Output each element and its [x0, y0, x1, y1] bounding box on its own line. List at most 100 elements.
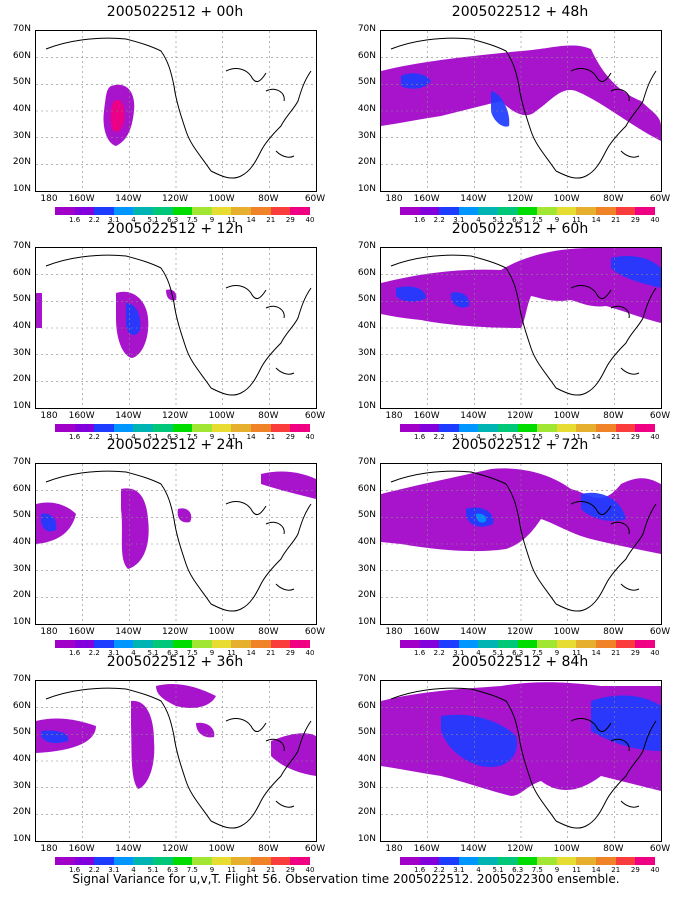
- lat-label: 60N: [12, 700, 31, 711]
- variance-contour: [110, 100, 125, 132]
- colorbar-label: 4: [476, 649, 481, 657]
- colorbar-label: 40: [305, 216, 315, 224]
- colorbar-label: 5.1: [147, 433, 159, 441]
- lon-label: 140W: [115, 194, 142, 204]
- colorbar-swatch: [192, 640, 212, 648]
- lon-label: 120W: [506, 411, 534, 421]
- colorbar-swatch: [517, 857, 538, 865]
- colorbar-swatch: [94, 207, 114, 215]
- colorbar-swatch: [596, 640, 616, 648]
- colorbar-swatch: [231, 640, 252, 648]
- map-panel: [380, 30, 662, 192]
- colorbar-swatch: [113, 424, 134, 432]
- variance-contour: [261, 471, 316, 499]
- lon-label: 180: [40, 627, 58, 637]
- panel-title: 2005022512 + 84h: [451, 654, 589, 670]
- colorbar-swatch: [251, 640, 271, 648]
- panel-title: 2005022512 + 12h: [106, 221, 244, 237]
- lon-label: 60W: [649, 844, 671, 854]
- lat-label: 30N: [12, 347, 31, 358]
- colorbar-label: 1.6: [69, 216, 81, 224]
- colorbar-swatch: [517, 424, 538, 432]
- colorbar: [55, 640, 310, 648]
- colorbar-swatch: [74, 640, 95, 648]
- colorbar-swatch: [251, 857, 271, 865]
- lat-label: 60N: [12, 483, 31, 494]
- lat-label: 60N: [12, 50, 31, 61]
- lat-label: 70N: [12, 241, 31, 251]
- colorbar-swatch: [537, 640, 557, 648]
- lat-label: 10N: [12, 184, 31, 194]
- map-canvas: [381, 248, 661, 408]
- lat-label: 30N: [12, 563, 31, 574]
- colorbar-swatch: [478, 424, 499, 432]
- colorbar-swatch: [153, 424, 173, 432]
- lon-label: 100W: [208, 194, 235, 204]
- variance-contour: [121, 488, 149, 569]
- lon-label: 120W: [506, 844, 534, 854]
- colorbar-swatch: [55, 857, 75, 865]
- lon-label: 60W: [304, 411, 326, 421]
- lon-label: 80W: [603, 194, 624, 204]
- colorbar-label: 6.3: [512, 866, 524, 874]
- map-panel: [380, 680, 662, 842]
- lon-label: 80W: [258, 627, 279, 637]
- lon-label: 140W: [460, 844, 487, 854]
- colorbar-label: 9: [554, 216, 560, 224]
- lon-label: 100W: [553, 844, 580, 854]
- colorbar-label: 5.1: [492, 433, 504, 441]
- lon-label: 140W: [115, 627, 142, 637]
- colorbar-swatch: [615, 857, 636, 865]
- colorbar-swatch: [153, 207, 173, 215]
- colorbar-swatch: [133, 424, 154, 432]
- colorbar-label: 40: [650, 433, 660, 441]
- colorbar-label: 7.5: [186, 649, 198, 657]
- lon-label: 60W: [304, 844, 326, 854]
- lon-label: 80W: [603, 844, 624, 854]
- colorbar-label: 11: [572, 433, 581, 441]
- lat-label: 10N: [357, 617, 376, 627]
- colorbar-swatch: [172, 424, 193, 432]
- lon-label: 160W: [68, 194, 95, 204]
- colorbar-swatch: [556, 207, 577, 215]
- colorbar-label: 3.1: [453, 433, 465, 441]
- lon-label: 60W: [649, 627, 671, 637]
- lat-label: 60N: [357, 267, 376, 278]
- colorbar-label: 14: [246, 649, 256, 657]
- colorbar-swatch: [537, 207, 557, 215]
- colorbar-label: 14: [591, 216, 601, 224]
- lat-label: 40N: [357, 321, 376, 331]
- lat-label: 50N: [12, 294, 31, 305]
- lon-label: 140W: [115, 844, 142, 854]
- colorbar-label: 4: [131, 649, 136, 657]
- colorbar-label: 14: [246, 433, 256, 441]
- colorbar-label: 11: [227, 216, 236, 224]
- variance-contour: [41, 513, 57, 532]
- lon-label: 120W: [506, 627, 534, 637]
- variance-contour: [441, 714, 517, 767]
- colorbar-swatch: [94, 640, 114, 648]
- lon-label: 140W: [460, 194, 487, 204]
- colorbar-swatch: [419, 857, 440, 865]
- colorbar-label: 29: [285, 649, 295, 657]
- colorbar-swatch: [270, 207, 291, 215]
- colorbar-swatch: [400, 207, 420, 215]
- colorbar-label: 2.2: [433, 433, 445, 441]
- colorbar-label: 6.3: [167, 866, 179, 874]
- variance-contour: [41, 730, 69, 744]
- colorbar-label: 7.5: [531, 866, 543, 874]
- colorbar-swatch: [290, 424, 310, 432]
- colorbar-swatch: [576, 207, 597, 215]
- colorbar-label: 9: [209, 866, 215, 874]
- lat-label: 50N: [12, 77, 31, 88]
- lat-label: 50N: [12, 510, 31, 521]
- variance-contour: [401, 73, 431, 89]
- colorbar-label: 3.1: [108, 433, 120, 441]
- colorbar-label: 7.5: [531, 216, 543, 224]
- colorbar-swatch: [211, 207, 232, 215]
- lat-label: 50N: [357, 510, 376, 521]
- colorbar-label: 1.6: [414, 433, 426, 441]
- lon-label: 180: [40, 844, 58, 854]
- lat-label: 20N: [357, 807, 376, 818]
- lon-label: 180: [385, 627, 403, 637]
